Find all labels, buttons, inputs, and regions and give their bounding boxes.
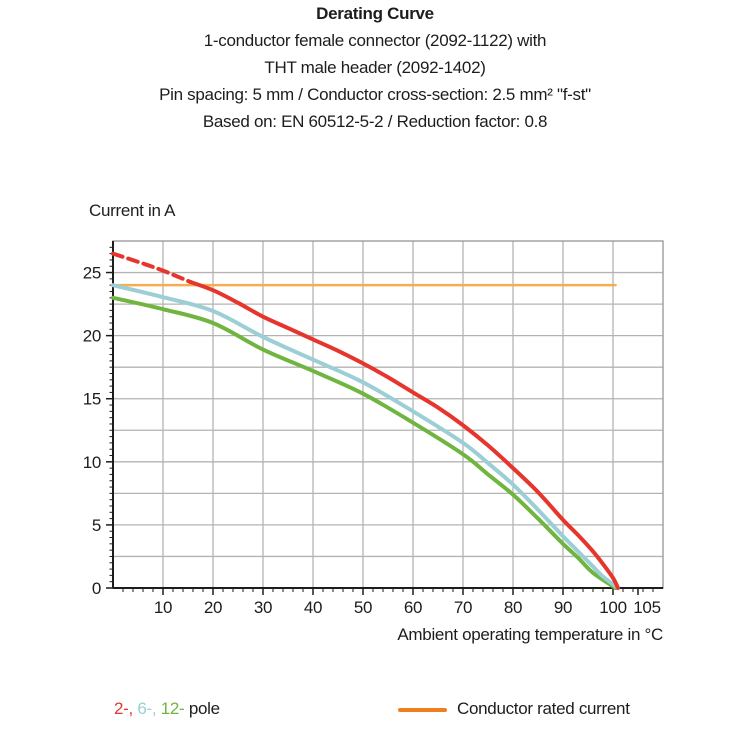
legend-pole-counts: 2-, 6-, 12- pole	[114, 699, 220, 719]
series-2-pole	[188, 280, 620, 590]
x-tick-label: 100	[599, 598, 626, 617]
x-tick-label: 10	[154, 598, 172, 617]
x-tick-label: 30	[254, 598, 272, 617]
series-12-pole	[111, 295, 618, 590]
x-tick-label: 50	[354, 598, 372, 617]
legend-6-pole: 6-,	[132, 699, 157, 718]
chart-subtitle-line-1: 1-conductor female connector (2092-1122)…	[203, 31, 547, 50]
y-tick-label: 10	[83, 453, 101, 472]
x-axis-title: Ambient operating temperature in °C	[397, 625, 663, 644]
chart-subtitle-line-3: Pin spacing: 5 mm / Conductor cross-sect…	[159, 85, 591, 104]
series-2-pole	[111, 251, 193, 285]
x-tick-label: 90	[554, 598, 572, 617]
derating-curve-plot: 10 20 30 40 50 60 70 80 90 100 105 0 5 10 15 20 25	[83, 240, 664, 617]
y-tick-label: 5	[92, 516, 101, 535]
y-tick-label: 20	[83, 327, 101, 346]
rated-current-line-swatch	[398, 708, 447, 712]
x-tick-label: 60	[404, 598, 422, 617]
legend-12-pole: 12-	[156, 699, 185, 718]
rated-current-label: Conductor rated current	[457, 699, 630, 718]
y-tick-label: 0	[92, 579, 101, 598]
chart-header: Derating Curve 1-conductor female connec…	[0, 0, 750, 135]
x-tick-label: 20	[204, 598, 222, 617]
x-tick-label: 40	[304, 598, 322, 617]
series-6-pole	[111, 283, 620, 590]
legend-pole-word: pole	[184, 699, 220, 718]
legend-2-pole: 2-,	[114, 699, 133, 718]
x-tick-label: 70	[454, 598, 472, 617]
x-tick-label: 80	[504, 598, 522, 617]
y-axis-title: Current in A	[89, 201, 176, 220]
chart-subtitle-line-2: THT male header (2092-1402)	[264, 58, 486, 77]
x-tick-label: 105	[633, 598, 660, 617]
y-tick-label: 25	[83, 264, 101, 283]
y-tick-label: 15	[83, 390, 101, 409]
chart-title: Derating Curve	[316, 4, 434, 23]
chart-subtitle-line-4: Based on: EN 60512-5-2 / Reduction facto…	[202, 112, 548, 131]
